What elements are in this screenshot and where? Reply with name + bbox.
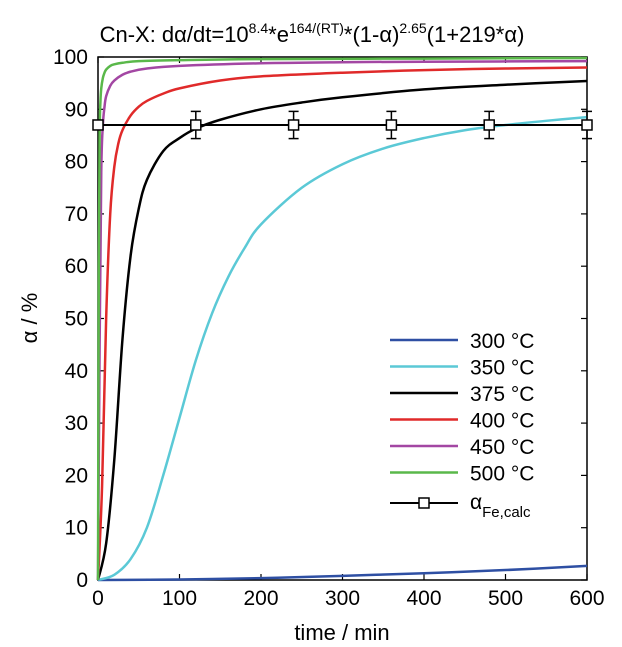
calc-point	[190, 119, 202, 131]
y-tick-label: 90	[65, 98, 88, 121]
legend-label: 400 °C	[470, 410, 534, 433]
series-line-300	[97, 564, 588, 582]
series-line-400	[96, 66, 588, 581]
y-tick-label: 30	[65, 412, 88, 435]
calc-point	[483, 119, 495, 131]
x-tick-label: 400	[406, 587, 441, 610]
legend-label: 450 °C	[470, 436, 534, 459]
x-tick-label: 100	[162, 587, 197, 610]
y-tick-label: 0	[76, 569, 88, 592]
legend-label: 500 °C	[470, 463, 534, 486]
plot-area	[97, 56, 588, 581]
calc-point	[581, 119, 593, 131]
series-line-450	[96, 59, 588, 581]
y-tick-label: 20	[65, 464, 88, 487]
y-axis-label: α / %	[17, 293, 42, 344]
calc-series	[92, 110, 593, 140]
calc-point	[92, 119, 104, 131]
x-tick-label: 600	[569, 587, 604, 610]
x-tick-label: 0	[92, 587, 104, 610]
calc-point	[287, 119, 300, 131]
legend: 300 °C 350 °C 375 °C 400 °C 450 °C 500 °C αFe,…	[390, 330, 534, 521]
legend-label: 300 °C	[470, 330, 534, 353]
legend-label: 375 °C	[470, 383, 534, 406]
x-tick-label: 200	[243, 587, 278, 610]
x-tick-label: 300	[325, 587, 360, 610]
legend-label-calc: αFe,calc	[470, 491, 531, 521]
series-line-500	[96, 56, 588, 581]
y-tick-label: 10	[65, 517, 88, 540]
plot-frame	[97, 56, 588, 581]
chart-title: Cn-X: dα/dt=108.4*e164/(RT)*(1-α)2.65(1+…	[100, 20, 525, 47]
axis-ticks: 0 100 200 300 400 500 600 0 10 20 30 40 50 60 70 80 90 10…	[53, 46, 605, 610]
y-tick-label: 70	[65, 203, 88, 226]
y-tick-label: 40	[65, 360, 88, 383]
calc-point	[385, 119, 398, 131]
legend-label: 350 °C	[470, 357, 534, 380]
series-lines	[96, 56, 588, 582]
series-line-375	[96, 79, 588, 581]
x-tick-label: 500	[488, 587, 523, 610]
series-line-350	[97, 115, 588, 582]
y-tick-label: 100	[53, 46, 88, 69]
y-tick-label: 80	[65, 151, 88, 174]
y-tick-label: 60	[65, 255, 88, 278]
y-tick-label: 50	[65, 308, 88, 331]
legend-marker	[418, 497, 430, 509]
x-axis-label: time / min	[294, 620, 389, 645]
